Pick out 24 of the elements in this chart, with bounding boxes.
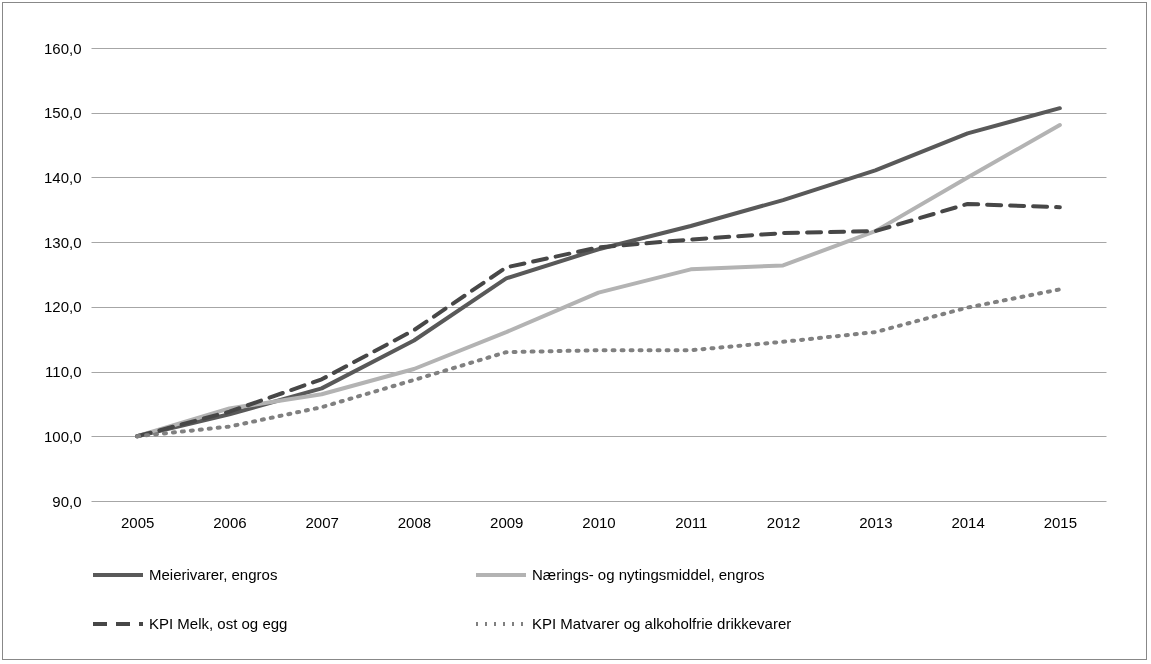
x-tick-label: 2013 [859,513,893,531]
x-tick-label: 2015 [1043,513,1078,531]
x-tick-label: 2005 [120,513,155,531]
x-tick-label: 2011 [675,513,708,531]
legend-label: Nærings- og nytingsmiddel, engros [532,566,765,583]
x-tick-label: 2008 [397,513,432,531]
x-tick-label: 2009 [490,513,524,531]
y-tick-label: 120,0 [43,298,82,316]
y-tick-label: 140,0 [43,168,82,186]
line-series [135,287,1062,439]
legend-label: Meierivarer, engros [149,566,278,583]
y-tick-label: 100,0 [43,427,82,445]
legend-label: KPI Melk, ost og egg [149,615,288,632]
x-tick-label: 2006 [213,513,247,531]
legend-label: KPI Matvarer og alkoholfrie drikkevarer [532,615,792,632]
x-tick-label: 2010 [582,513,616,531]
x-tick-label: 2014 [951,513,985,531]
y-tick-label: 110,0 [45,363,82,381]
y-tick-label: 150,0 [43,104,82,122]
y-tick-label: 130,0 [43,233,82,251]
x-tick-label: 2007 [305,513,339,531]
y-tick-label: 90,0 [52,492,82,510]
y-tick-label: 160,0 [43,39,82,57]
x-tick-label: 2012 [766,513,801,531]
